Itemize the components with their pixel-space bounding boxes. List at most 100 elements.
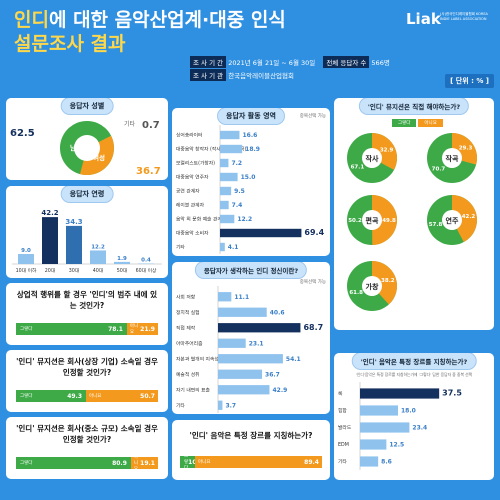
activity-category: 보컬리스트(가창자) [176, 160, 215, 167]
pie-no-value: 29.3 [459, 146, 473, 152]
spirit-category: 사회 저항 [176, 293, 196, 300]
pie-hole [442, 210, 462, 230]
q-big-company-yes: 그렇다 49.3 [16, 390, 86, 402]
spirit-bar [218, 323, 301, 333]
pie-label: 가창 [366, 282, 379, 291]
genre-card: '인디' 음악은 특정 장르를 지칭하는가? '인디'음악은 특정 장르를 지칭… [334, 353, 494, 480]
spirit-category: 자기 내면의 표출 [176, 386, 211, 393]
gender-value-male: 62.5 [10, 128, 35, 139]
activity-category: 레이블 관계자 [176, 202, 205, 209]
age-title: 응답자 연령 [60, 186, 114, 203]
spirit-chart: 사회 저항 11.1 정치적 실험 40.6 직접 제작 68.7 아마추어리즘 23.1 자본… [176, 286, 323, 413]
q-commercial-no-value: 21.9 [140, 325, 155, 333]
genre-value: 12.5 [389, 442, 404, 449]
genre-value: 23.4 [412, 425, 427, 432]
spirit-value: 42.9 [272, 387, 287, 394]
activity-category: 음악 외 문화 예술 관계자 [176, 216, 227, 223]
activity-value: 16.6 [242, 132, 257, 139]
direct-legend: 그렇다 아니요 [392, 119, 443, 127]
pie-label: 편곡 [366, 216, 379, 225]
spirit-category: 자본과 별개의 지속성 [176, 355, 219, 362]
age-category: 60대 이상 [136, 267, 157, 274]
q-big-company-no-value: 50.7 [140, 392, 155, 400]
age-bar [42, 217, 58, 264]
q-small-company-bar: 그렇다 80.9 아니요 19.1 [16, 455, 158, 472]
spirit-bar [218, 385, 270, 395]
spirit-value: 40.6 [270, 309, 285, 316]
q-small-company-yes: 그렇다 80.9 [16, 457, 131, 469]
pie-yes-value: 57.8 [429, 222, 443, 228]
genre-bar [360, 456, 379, 467]
gender-label-male: 남성 [70, 143, 82, 152]
q-big-company-yes-value: 49.3 [67, 392, 82, 400]
q-genre-small-no: 아니요 89.4 [195, 456, 322, 468]
q-small-company-yes-label: 그렇다 [20, 461, 33, 466]
age-value: 34.3 [65, 218, 82, 226]
q-commercial-yes-label: 그렇다 [20, 327, 33, 332]
gender-value-other: 0.7 [142, 120, 160, 131]
activity-category: 대중음악 창작자 (작사, 작곡, 편곡) [176, 146, 246, 153]
q-big-company-no: 아니요 50.7 [86, 390, 158, 402]
title-highlight: 인디 [14, 9, 49, 31]
title-line1: 에 대한 음악산업계·대중 인식 [48, 9, 286, 31]
spirit-category: 예술적 성취 [176, 371, 200, 378]
pie-yes-value: 67.1 [351, 165, 365, 171]
genre-category: 발라드 [338, 424, 352, 431]
spirit-category: 정치적 실험 [176, 309, 200, 316]
activity-category: 대중음악 연주자 [176, 174, 209, 181]
q-commercial-yes-value: 78.1 [108, 325, 123, 333]
age-chart: 9.0 10대 이하 42.2 20대 34.3 30대 12.2 40대 1.9 50대 0.4 6… [12, 209, 162, 274]
pie-no [452, 195, 477, 243]
q-big-company-question: '인디' 뮤지션은 회사(상장 기업) 소속일 경우 인정할 것인가? [16, 357, 158, 377]
respondents-value: 566명 [371, 59, 390, 67]
genre-note: '인디'음악은 특정 장르를 지칭하는가에 '그렇다' 답한 응답자 중 중복 … [355, 372, 473, 377]
pie-yes-value: 50.2 [348, 218, 362, 224]
spirit-note: 중복선택 가능 [299, 280, 326, 285]
genre-bar [360, 439, 387, 450]
gender-label-other: 기타 [124, 120, 136, 128]
genre-value: 8.6 [381, 459, 392, 466]
q-commercial-question: 상업적 행위를 할 경우 '인디'의 범주 내에 있는 것인가? [16, 290, 158, 310]
pie-no-value: 32.9 [380, 147, 394, 153]
activity-card: 응답자 활동 영역 중복선택 가능 싱어송라이터 16.6 대중음악 창작자 (작사… [172, 108, 330, 256]
activity-category: 싱어송라이터 [176, 132, 202, 139]
genre-bar [360, 388, 440, 399]
spirit-category: 기타 [176, 402, 185, 409]
activity-bar [220, 214, 235, 224]
activity-bar [220, 158, 229, 168]
pie-label: 작곡 [446, 154, 459, 163]
brand-logo: Liak [406, 10, 441, 28]
activity-bar [220, 144, 243, 154]
spirit-title: 응답자가 생각하는 인디 정신이란? [194, 262, 308, 279]
q-big-company-bar: 그렇다 49.3 아니요 50.7 [16, 390, 158, 402]
spirit-value: 23.1 [249, 340, 264, 347]
activity-note: 중복선택 가능 [299, 114, 326, 119]
spirit-bar [218, 400, 223, 410]
q-genre-small-no-value: 89.4 [304, 458, 319, 466]
q-genre-small-bar: 그렇다10.6아니요 89.4 [180, 454, 322, 471]
org-value: 한국음악레이블산업협회 [228, 72, 294, 80]
pie-hole [362, 148, 382, 168]
age-category: 50대 [117, 267, 128, 274]
gender-chart: 남성 여성 62.5 36.7 기타 0.7 [10, 120, 161, 177]
activity-value: 18.9 [245, 146, 260, 153]
pie-no-value: 38.2 [381, 278, 395, 284]
spirit-bar [218, 354, 283, 364]
q-small-company-question: '인디' 뮤지션은 회사(중소 규모) 소속일 경우 인정할 것인가? [16, 424, 158, 444]
survey-org: 조 사 기 관 한국음악레이블산업협회 [190, 69, 294, 81]
activity-value: 69.4 [304, 228, 324, 237]
q-commercial-card: 상업적 행위를 할 경우 '인디'의 범주 내에 있는 것인가? 그렇다 78.1… [6, 283, 168, 345]
title-line2: 설문조사 결과 [14, 33, 126, 55]
q-commercial-no: 아니요 21.9 [126, 323, 158, 335]
activity-bar [220, 186, 232, 196]
direct-title: '인디' 뮤지션은 직접 해야하는가? [358, 98, 470, 115]
age-category: 20대 [45, 267, 56, 274]
genre-bar [360, 422, 410, 433]
gender-donut-hole [74, 135, 100, 161]
gender-card: 응답자 성별 남성 여성 62.5 36.7 기타 0.7 [6, 98, 168, 180]
genre-chart: 록 37.5 힙합 18.0 발라드 23.4 EDM 12.5 기타 8.6 [338, 382, 462, 470]
q-genre-small-card: '인디' 음악은 특정 장르를 지칭하는가? 그렇다10.6아니요 89.4 [172, 420, 330, 480]
spirit-value: 68.7 [303, 323, 323, 332]
spirit-value: 54.1 [286, 356, 301, 363]
